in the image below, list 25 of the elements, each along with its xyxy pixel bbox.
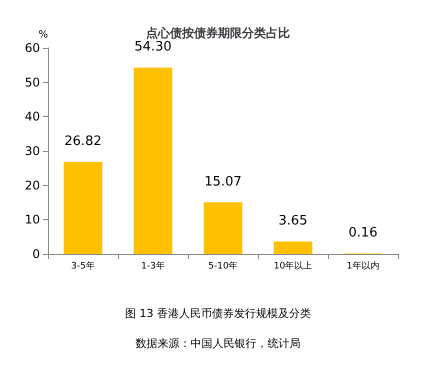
- data-label: 3.65: [278, 213, 308, 228]
- y-tick-label: 30: [24, 144, 40, 158]
- x-tick-label: 1-3年: [141, 260, 165, 272]
- y-tick-label: 20: [24, 178, 40, 192]
- data-label: 0.16: [348, 225, 378, 240]
- caption: 图 13 香港人民币债券发行规模及分类: [125, 307, 312, 320]
- y-axis-title: %: [38, 30, 48, 40]
- bar: [274, 241, 312, 254]
- chart-title: 点心债按债券期限分类占比: [146, 26, 290, 40]
- bar: [134, 68, 172, 254]
- x-tick-label: 3-5年: [71, 260, 95, 272]
- y-tick-label: 10: [24, 212, 40, 227]
- data-label: 15.07: [204, 174, 242, 190]
- bar: [204, 202, 242, 254]
- bar: [64, 162, 102, 254]
- y-tick-label: 0: [32, 247, 40, 261]
- x-tick-label: 10年以上: [274, 260, 312, 272]
- y-tick-label: 50: [24, 75, 40, 90]
- source-note: 数据来源：中国人民银行，统计局: [136, 337, 300, 350]
- x-tick-label: 1年以内: [346, 260, 380, 272]
- data-label: 26.82: [64, 134, 102, 149]
- data-label: 54.30: [134, 40, 172, 55]
- y-tick-label: 40: [24, 110, 40, 124]
- x-tick-label: 5-10年: [208, 260, 238, 272]
- y-tick-label: 60: [24, 41, 40, 55]
